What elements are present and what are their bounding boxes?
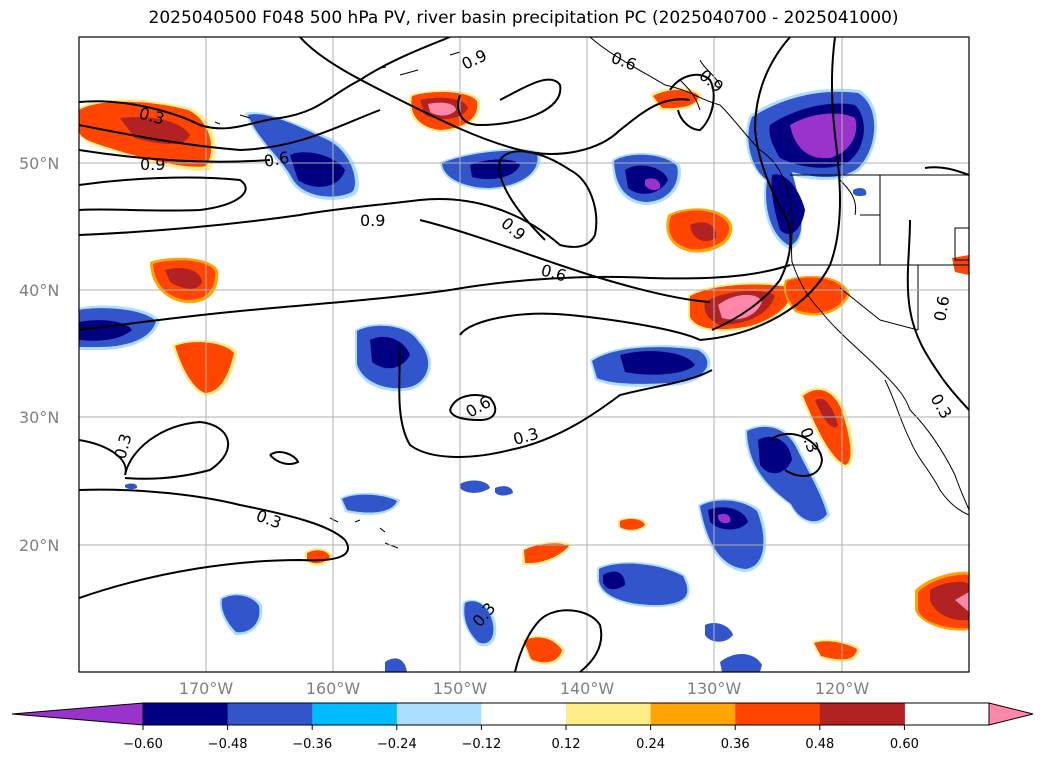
contour-label: 0.9: [695, 66, 727, 97]
colorbar-tick-label: −0.12: [461, 737, 502, 752]
lon-label: 130°W: [686, 679, 742, 698]
colorbar-segment: [396, 703, 482, 725]
lat-label: 30°N: [19, 408, 60, 427]
lat-label: 40°N: [19, 281, 60, 300]
colorbar-segment: [481, 703, 567, 725]
colorbar-tick-label: −0.48: [207, 737, 248, 752]
colorbar-segment: [143, 703, 229, 725]
colorbar-tick-label: −0.24: [376, 737, 417, 752]
lon-label: 140°W: [559, 679, 615, 698]
colorbar-tick-label: 0.60: [889, 737, 919, 752]
colorbar-tick-label: −0.36: [292, 737, 333, 752]
colorbar-tick-label: −0.60: [123, 737, 163, 752]
lon-label: 160°W: [305, 679, 361, 698]
colorbar-tick-label: 0.24: [636, 737, 666, 752]
colorbar-segment: [566, 703, 652, 725]
lat-label: 50°N: [19, 154, 60, 173]
lon-label: 170°W: [178, 679, 234, 698]
lon-label: 120°W: [814, 679, 870, 698]
colorbar-extend-high: [989, 703, 1033, 725]
contour-label: 0.6: [262, 148, 290, 171]
colorbar-tick-label: 0.48: [805, 737, 835, 752]
contour-label: 0.3: [111, 432, 136, 462]
colorbar-segment: [819, 703, 905, 725]
colorbar-segment: [227, 703, 313, 725]
contour-label: 0.9: [459, 46, 490, 74]
colorbar-segment: [735, 703, 821, 725]
colorbar-tick-label: 0.36: [720, 737, 750, 752]
negative-anomaly-areas: [79, 88, 877, 672]
lon-label: 150°W: [432, 679, 488, 698]
map-title: 2025040500 F048 500 hPa PV, river basin …: [148, 8, 899, 28]
contour-label: 0.3: [511, 424, 541, 449]
contour-label: 0.6: [930, 294, 953, 322]
colorbar-segment: [312, 703, 398, 725]
contour-label: 0.3: [254, 506, 284, 533]
colorbar-tick-label: 0.12: [551, 737, 581, 752]
colorbar-segment: [650, 703, 736, 725]
contour-label: 0.6: [539, 261, 569, 286]
map-frame: [78, 36, 970, 673]
contour-label: 0.9: [360, 211, 385, 230]
colorbar-segments: [12, 703, 1033, 725]
map-plot: 0.3 0.9 0.6 0.9 0.9 0.6 0.9 0.9 0.6 0.6 …: [78, 36, 970, 673]
contour-label: 0.9: [140, 155, 165, 174]
pv-contours: [79, 37, 969, 672]
lat-label: 20°N: [19, 536, 60, 555]
colorbar-extend-low: [12, 703, 143, 725]
contour-label: 0.6: [609, 48, 639, 75]
